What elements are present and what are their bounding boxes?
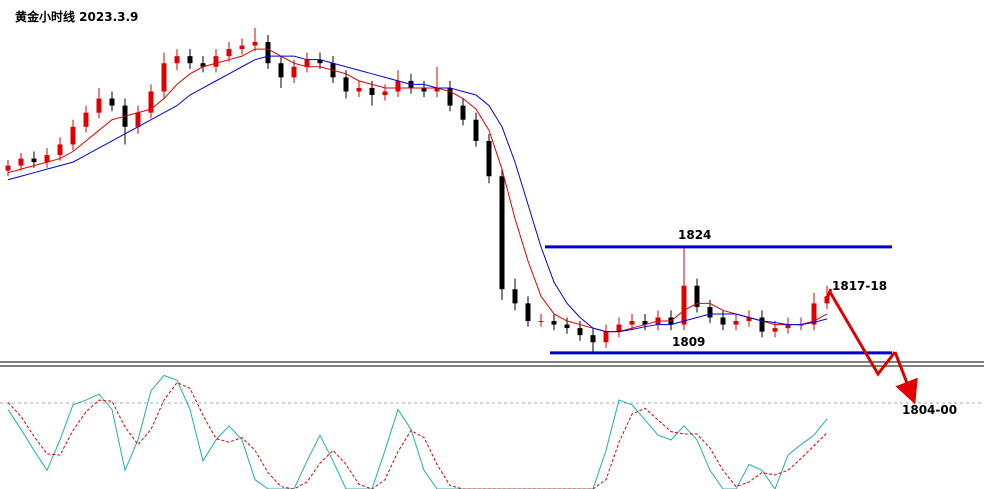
candle-body [187, 56, 193, 64]
price-level-label: 1824 [678, 228, 711, 242]
candle-body [239, 45, 245, 50]
candle-body [174, 56, 180, 64]
candle-body [785, 324, 791, 329]
candle-body [265, 42, 271, 64]
candle-body [473, 119, 479, 141]
candle-body [291, 66, 297, 78]
candle-body [642, 321, 648, 325]
candle-body [369, 87, 375, 96]
candle-body [395, 80, 401, 92]
candle-body [590, 335, 596, 343]
candle-body [70, 126, 76, 145]
candle-body [161, 63, 167, 92]
candle-body [343, 77, 349, 92]
candle-body [57, 144, 63, 156]
chart-title: 黄金小时线 2023.3.9 [15, 9, 138, 24]
candle-body [317, 59, 323, 64]
candle-body [382, 91, 388, 96]
candle-body [525, 303, 531, 322]
candle-body [707, 306, 713, 318]
candle-body [733, 321, 739, 325]
candle-body [499, 176, 505, 290]
forecast-arrow [824, 288, 833, 301]
candle-body [811, 303, 817, 325]
candle-body [486, 140, 492, 177]
candle-body [564, 324, 570, 329]
candle-body [772, 328, 778, 332]
candle-body [616, 324, 622, 332]
oscillator-line [7, 381, 828, 489]
candle-body [252, 42, 258, 46]
candle-body [421, 87, 427, 92]
candle-body [83, 112, 89, 127]
candle-body [447, 87, 453, 106]
candle-body [434, 87, 440, 92]
candle-body [551, 321, 557, 325]
candle-body [44, 155, 50, 163]
forecast-arrow [828, 291, 897, 377]
annotation: 1804-00 [902, 403, 957, 417]
candle-body [278, 63, 284, 78]
moving-average [7, 48, 828, 333]
candle-body [31, 158, 37, 163]
annotation: 1817-18 [832, 279, 887, 293]
oscillator-line [7, 374, 828, 489]
candle-body [135, 112, 141, 127]
candle-body [304, 59, 310, 67]
candle-body [18, 158, 24, 166]
candle-body [759, 317, 765, 332]
candle-body [720, 317, 726, 325]
candle-body [512, 289, 518, 304]
candle-body [746, 317, 752, 322]
moving-average [7, 55, 828, 333]
candle-body [356, 87, 362, 92]
candle-body [5, 165, 11, 171]
candle-body [629, 321, 635, 325]
candle-body [96, 98, 102, 113]
candle-body [148, 91, 154, 113]
candle-body [200, 63, 206, 67]
candle-body [460, 105, 466, 120]
candle-body [694, 285, 700, 307]
candle-body [538, 321, 544, 323]
candle-body [603, 331, 609, 343]
candle-body [213, 56, 219, 67]
candle-body [226, 49, 232, 57]
candle-body [681, 285, 687, 325]
candle-body [577, 328, 583, 336]
candle-body [109, 98, 115, 106]
price-level-label: 1809 [672, 335, 705, 349]
forecast-arrow [893, 351, 918, 405]
